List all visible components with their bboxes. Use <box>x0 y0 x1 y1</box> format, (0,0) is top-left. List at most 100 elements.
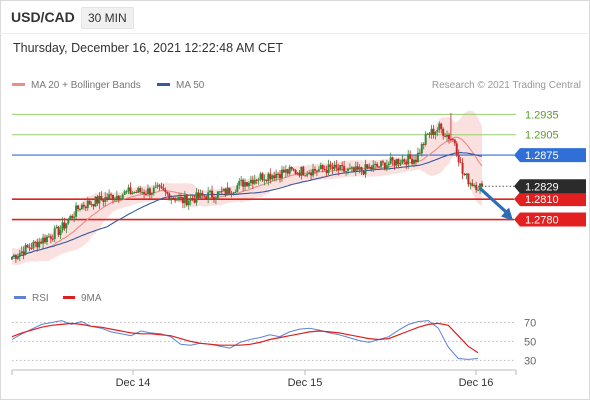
candle-body <box>337 167 340 171</box>
legend-ma50: MA 50 <box>157 80 204 91</box>
candle-body <box>226 187 229 196</box>
rsi-tick-label-30: 30 <box>524 355 536 367</box>
candle-body <box>477 189 480 191</box>
candle-body <box>14 255 17 259</box>
time-axis-label-1: Dec 14 <box>116 377 151 389</box>
candle-body <box>209 190 212 193</box>
candle-body <box>290 167 293 170</box>
forecast-arrow-shaft <box>478 187 512 217</box>
candle-body <box>117 195 120 200</box>
candle-body <box>193 199 196 203</box>
candle-body <box>224 188 227 196</box>
candle-body <box>438 123 441 130</box>
rsi-series-line <box>11 320 479 360</box>
candle-body <box>183 195 186 204</box>
candle-body <box>288 167 291 174</box>
candle-body <box>261 173 264 181</box>
candle-body <box>178 196 181 200</box>
ma50-swatch <box>157 82 170 86</box>
support-tag-2 <box>514 212 586 227</box>
resistance-label-1: 1.2935 <box>525 109 559 121</box>
candle-body <box>475 185 478 190</box>
candle-body <box>30 248 33 250</box>
candle-body <box>257 179 260 181</box>
candle-body <box>45 236 48 243</box>
candle-body <box>166 191 169 194</box>
candle-body <box>16 256 19 259</box>
bollinger-band-area <box>12 110 482 266</box>
time-axis-label-2: Dec 15 <box>288 377 323 389</box>
candle-body <box>343 166 346 172</box>
candle-body <box>181 197 184 204</box>
candle-body <box>308 172 311 175</box>
candle-body <box>416 152 419 162</box>
candle-body <box>473 185 476 187</box>
candle-body <box>176 199 179 201</box>
header-divider <box>0 33 588 34</box>
candle-body <box>133 192 136 194</box>
timeframe-badge[interactable]: 30 MIN <box>81 7 134 29</box>
candle-body <box>222 188 225 192</box>
candle-body <box>461 162 464 174</box>
candle-body <box>403 159 406 162</box>
candle-body <box>459 162 462 164</box>
candle-body <box>409 154 412 159</box>
candle-body <box>238 181 241 186</box>
candle-body <box>401 159 404 164</box>
candle-body <box>51 238 54 240</box>
symbol-title: USD/CAD <box>11 9 75 25</box>
candle-body <box>263 179 266 181</box>
candle-body <box>232 192 235 195</box>
candle-body <box>119 199 122 201</box>
candle-body <box>331 166 334 169</box>
candle-body <box>360 167 363 171</box>
ma20-swatch <box>12 82 25 86</box>
candle-body <box>199 192 202 198</box>
candle-body <box>154 186 157 188</box>
candle-body <box>479 183 482 190</box>
rsi-ma-series-line <box>11 322 479 354</box>
candle-body <box>442 128 445 136</box>
candle-body <box>294 169 297 174</box>
rsi-tick-label-70: 70 <box>524 317 536 329</box>
candle-body <box>345 170 348 172</box>
candle-body <box>36 242 39 248</box>
candle-body <box>92 204 95 207</box>
candle-body <box>387 163 390 166</box>
candle-body <box>11 256 13 260</box>
support-tag-1 <box>514 192 586 207</box>
candle-body <box>356 166 359 170</box>
candle-body <box>418 152 421 154</box>
candle-body <box>451 139 454 141</box>
ma20-line <box>11 136 483 258</box>
candle-body <box>69 215 72 220</box>
candle-body <box>197 192 200 198</box>
candle-body <box>346 168 349 171</box>
candle-body <box>207 192 210 200</box>
candle-body <box>53 228 56 239</box>
candle-body <box>310 172 313 176</box>
candle-body <box>174 198 177 201</box>
candle-body <box>376 163 379 167</box>
candle-body <box>348 168 351 170</box>
timestamp: Thursday, December 16, 2021 12:22:48 AM … <box>13 41 284 55</box>
support-label-1: 1.2810 <box>525 194 559 206</box>
candle-body <box>420 143 423 154</box>
candle-body <box>125 191 128 193</box>
candle-body <box>282 169 285 173</box>
candle-body <box>457 154 460 163</box>
candle-body <box>389 157 392 164</box>
candle-body <box>12 255 15 257</box>
candle-body <box>211 190 214 198</box>
ma50-line <box>11 152 483 258</box>
candle-body <box>49 236 52 239</box>
candle-body <box>212 197 215 200</box>
support-label-2: 1.2780 <box>525 215 559 227</box>
candle-body <box>469 183 472 185</box>
candle-body <box>47 236 50 238</box>
candle-body <box>267 173 270 181</box>
candle-body <box>111 195 114 201</box>
forecast-arrow-head <box>501 207 513 221</box>
candle-body <box>370 166 373 170</box>
candle-body <box>251 179 254 184</box>
